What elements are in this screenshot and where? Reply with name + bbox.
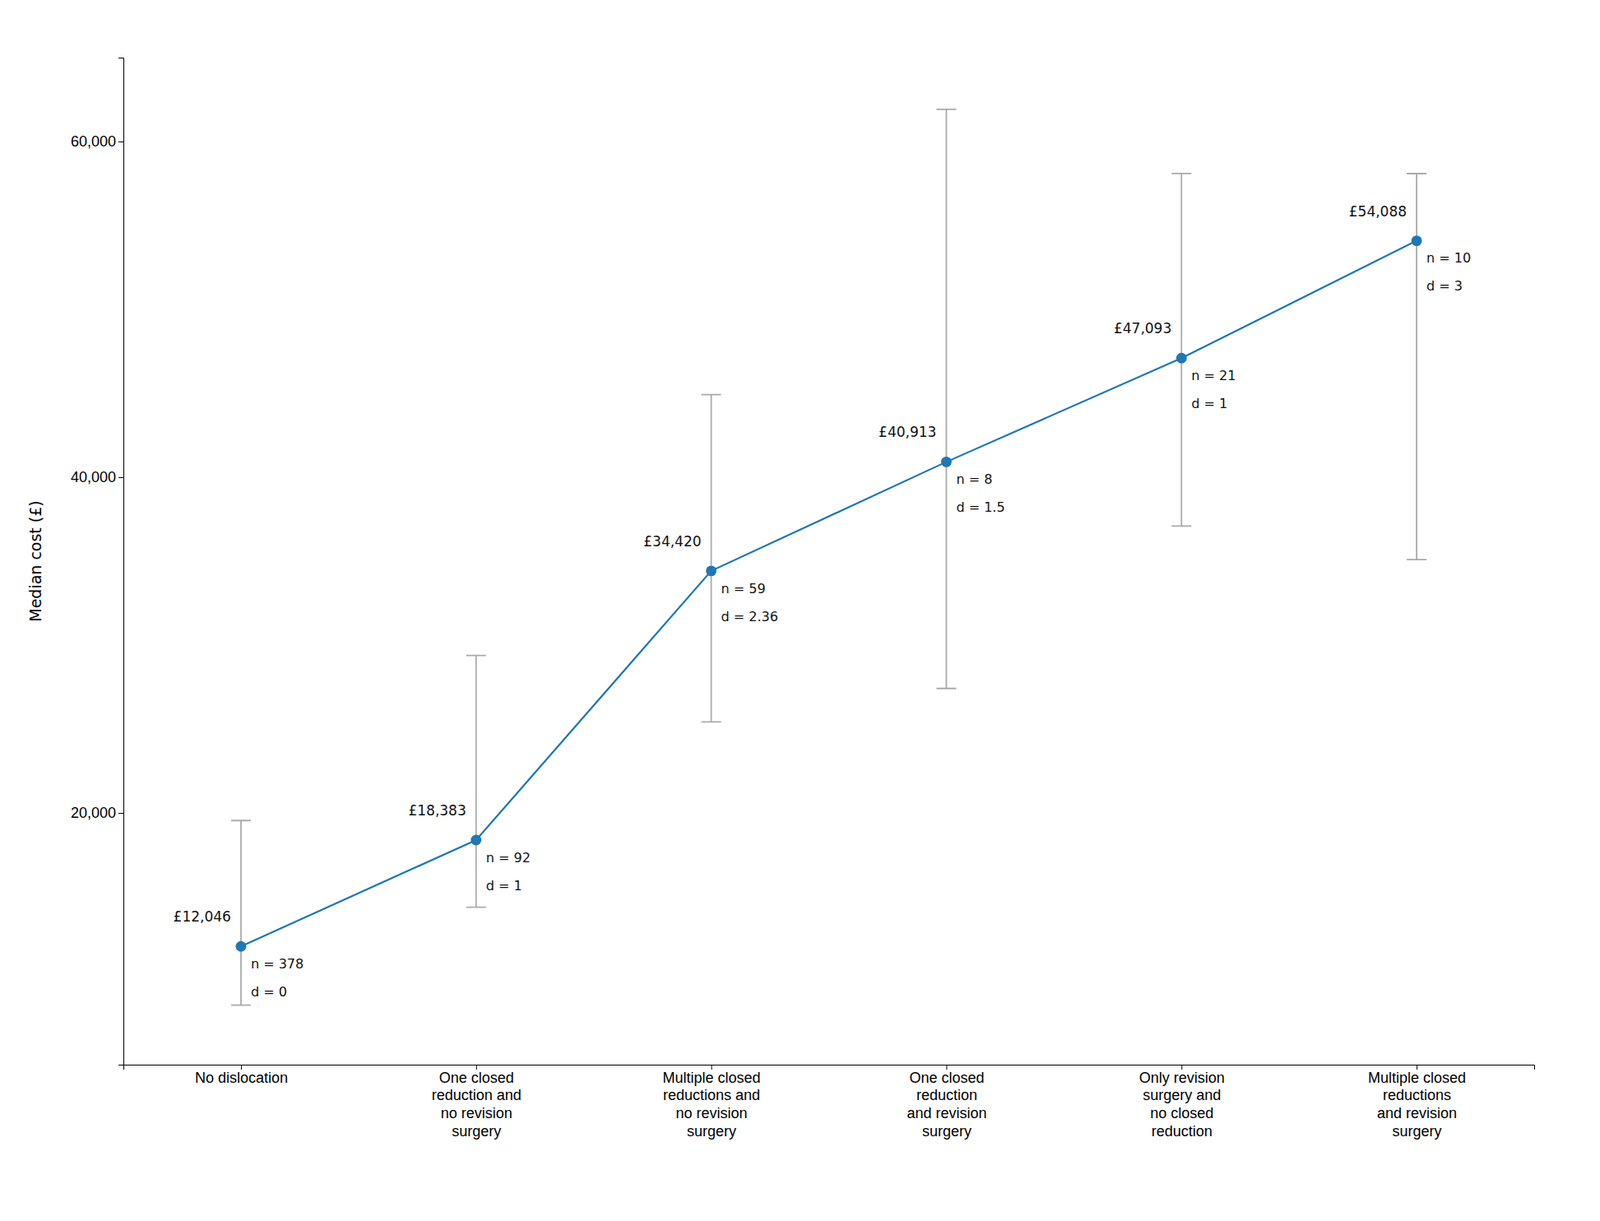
annotation: d = 1 bbox=[1191, 395, 1228, 412]
y-tick-mark bbox=[118, 477, 124, 478]
data-label: £34,420 bbox=[643, 533, 701, 550]
x-tick-label: One closedreductionand revisionsurgery bbox=[906, 1069, 987, 1140]
y-tick-label: 60,000 bbox=[70, 133, 116, 150]
annotation: n = 8 bbox=[955, 471, 993, 487]
plot: 20,000 40,000 60,000 No dislocation One clos… bbox=[26, 58, 1536, 1140]
annotation: n = 92 bbox=[486, 849, 531, 866]
y-tick-label: 20,000 bbox=[70, 804, 116, 821]
chart: 20,000 40,000 60,000 No dislocation One clos… bbox=[0, 0, 1600, 1221]
y-tick-label: 40,000 bbox=[70, 468, 116, 486]
x-tick-label: Multiple closedreductionsand revisionsur… bbox=[1368, 1069, 1466, 1140]
annotations: £12,046 £18,383 £34,420 £40,913 £47,093 £54,0… bbox=[173, 203, 1472, 1000]
annotation: d = 0 bbox=[250, 983, 288, 1000]
annotation: d = 2.36 bbox=[721, 608, 779, 625]
data-label: £47,093 bbox=[1113, 320, 1172, 337]
annotation: d = 1 bbox=[486, 877, 523, 894]
y-axis-line bbox=[118, 58, 125, 1066]
line bbox=[241, 241, 1417, 947]
annotation: n = 10 bbox=[1426, 250, 1471, 266]
markers bbox=[235, 235, 1422, 952]
data-label: £40,913 bbox=[878, 423, 937, 441]
annotation: n = 21 bbox=[1191, 367, 1236, 384]
y-tick: 20,000 bbox=[70, 804, 124, 821]
marker bbox=[1411, 235, 1423, 246]
x-tick-label: Only revisionsurgery andno closedreducti… bbox=[1139, 1069, 1225, 1140]
x-axis-line bbox=[124, 1065, 1536, 1071]
x-tick: One closedreduction andno revisionsurger… bbox=[431, 1064, 522, 1140]
y-tick: 40,000 bbox=[70, 468, 124, 486]
annotation: n = 59 bbox=[721, 580, 766, 597]
annotation: d = 3 bbox=[1426, 278, 1463, 294]
error-bar bbox=[701, 394, 722, 723]
data-label: £18,383 bbox=[408, 802, 466, 819]
error-bar bbox=[1171, 173, 1192, 526]
x-tick: Only revisionsurgery andno closedreducti… bbox=[1139, 1064, 1225, 1140]
data-label: £12,046 bbox=[173, 908, 232, 925]
x-tick: No dislocation bbox=[194, 1064, 288, 1086]
y-axis: 20,000 40,000 60,000 bbox=[70, 58, 125, 1066]
data-label: £54,088 bbox=[1349, 203, 1407, 220]
y-tick-mark bbox=[118, 141, 124, 143]
error-bar bbox=[936, 109, 956, 689]
x-tick-label: One closedreduction andno revisionsurger… bbox=[431, 1069, 522, 1140]
x-tick: Multiple closedreductions andno revision… bbox=[663, 1064, 761, 1140]
error-bar bbox=[1406, 173, 1427, 560]
marks bbox=[231, 109, 1427, 1006]
marker bbox=[705, 565, 717, 576]
marker bbox=[941, 456, 952, 468]
marker bbox=[470, 834, 482, 846]
x-tick-label: Multiple closedreductions andno revision… bbox=[663, 1069, 761, 1140]
marker bbox=[1176, 352, 1188, 364]
y-tick-mark bbox=[118, 812, 124, 814]
error-bar bbox=[466, 655, 487, 908]
error-bars bbox=[231, 109, 1427, 1006]
x-tick: Multiple closedreductionsand revisionsur… bbox=[1368, 1064, 1466, 1140]
x-tick: One closedreductionand revisionsurgery bbox=[906, 1064, 987, 1140]
annotation: d = 1.5 bbox=[955, 499, 1005, 515]
x-tick-label: No dislocation bbox=[194, 1069, 288, 1086]
y-axis-title: Median cost (£) bbox=[26, 500, 45, 622]
error-bar bbox=[231, 820, 251, 1005]
marker bbox=[235, 941, 246, 952]
y-tick: 60,000 bbox=[70, 133, 124, 150]
x-axis: No dislocation One closedreduction andno … bbox=[124, 1064, 1536, 1140]
annotation: n = 378 bbox=[250, 955, 304, 972]
